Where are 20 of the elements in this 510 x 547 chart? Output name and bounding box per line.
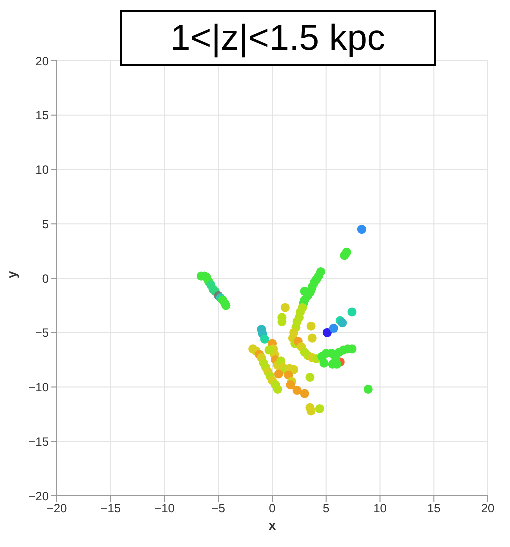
y-axis-title: y (4, 270, 20, 278)
y-tick-label: 20 (36, 54, 50, 68)
x-tick-label: 20 (481, 502, 495, 516)
x-tick-label: 15 (427, 502, 442, 516)
x-tick-label: 0 (269, 502, 276, 516)
y-tick-label: −5 (35, 326, 50, 340)
y-tick-label: 15 (36, 108, 50, 123)
x-tick-label: −5 (212, 502, 226, 516)
y-tick-label: −15 (28, 434, 50, 449)
x-tick-label: −10 (154, 502, 176, 516)
y-tick-label: −10 (28, 380, 50, 395)
y-tick-label: 5 (42, 217, 50, 232)
y-tick-label: −20 (28, 489, 50, 504)
y-tick-label: 0 (42, 272, 50, 286)
chart-title: 1<|z|<1.5 kpc (120, 10, 436, 66)
x-tick-label: −15 (100, 502, 122, 516)
x-tick-label: 5 (323, 502, 330, 516)
x-tick-label: 10 (374, 502, 388, 516)
y-tick-label: 10 (36, 163, 50, 178)
x-axis-title: x (268, 518, 277, 533)
